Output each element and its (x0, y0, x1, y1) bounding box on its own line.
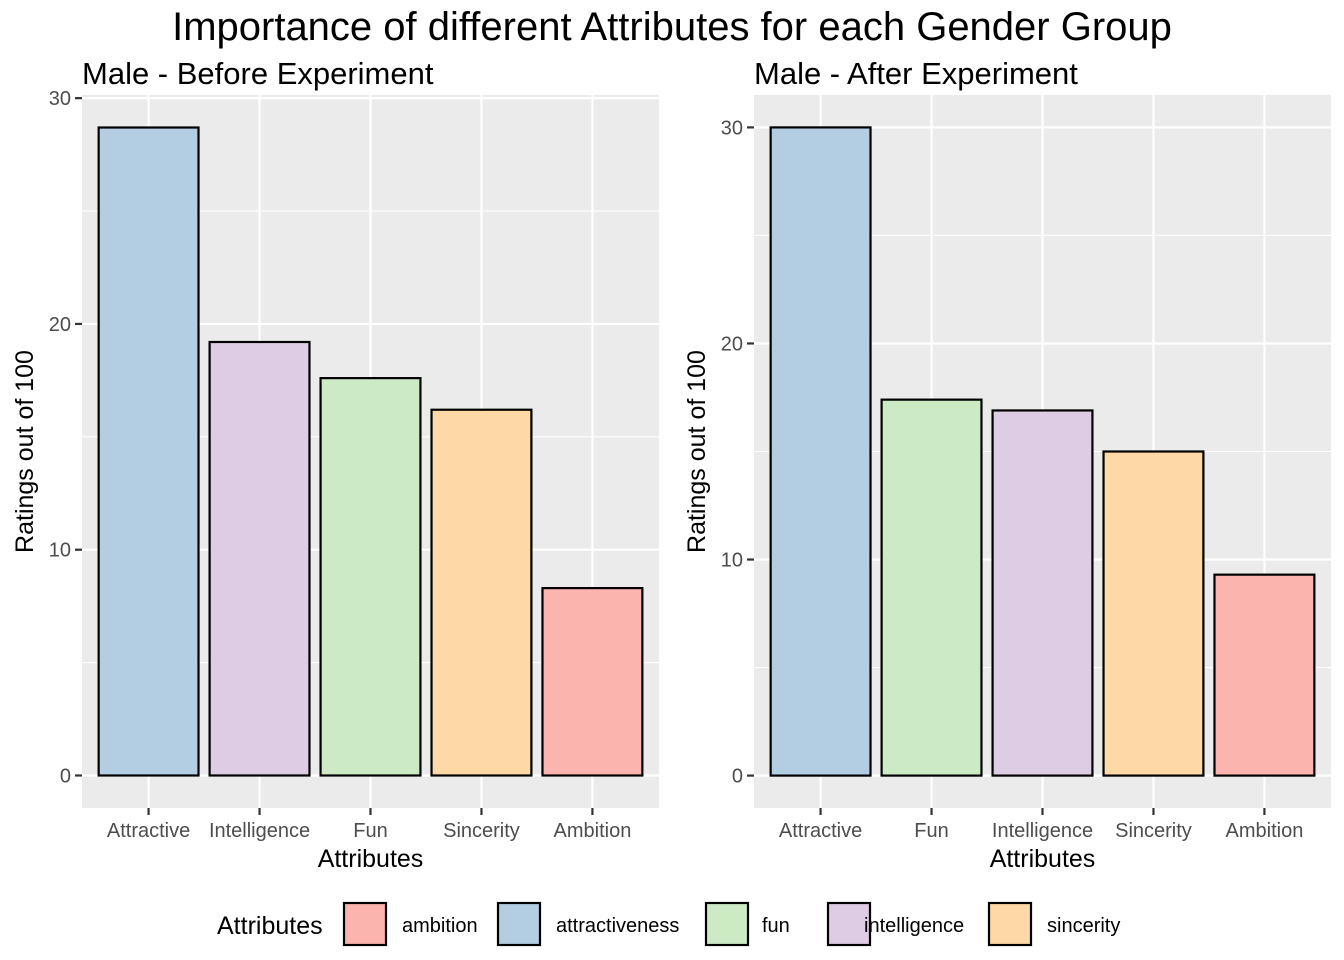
legend-label-sincerity: sincerity (1047, 915, 1120, 937)
x-tick-label: Ambition (1226, 820, 1304, 842)
bar-ambition (1213, 573, 1316, 777)
panel-title-before: Male - Before Experiment (82, 56, 434, 91)
y-axis-title: Ratings out of 100 (683, 350, 711, 553)
x-tick-label: Sincerity (443, 820, 520, 842)
legend-key-attractiveness (496, 901, 542, 947)
y-tick-label: 30 (49, 88, 71, 110)
legend-key-fun (704, 901, 750, 947)
legend-label-attractiveness: attractiveness (556, 915, 679, 937)
x-tick-label: Ambition (554, 820, 632, 842)
y-tick-label: 30 (721, 117, 743, 139)
x-tick-label: Attractive (779, 820, 862, 842)
bar-attractive (769, 126, 872, 777)
main-title: Importance of different Attributes for e… (172, 5, 1172, 49)
y-tick-label: 0 (732, 766, 743, 788)
bar-sincerity (430, 408, 533, 777)
x-axis-title: Attributes (990, 845, 1096, 873)
y-tick-label: 0 (60, 765, 71, 787)
x-tick-label: Attractive (107, 820, 190, 842)
chart-panel-before: Male - Before Experiment 0 10 20 30 Attractiv… (11, 56, 659, 873)
x-axis-title: Attributes (318, 845, 424, 873)
legend-key-ambition (342, 901, 388, 947)
x-tick-label: Fun (353, 820, 387, 842)
bar-sincerity (1102, 450, 1205, 777)
y-tick-label: 20 (49, 314, 71, 336)
legend-label-intelligence: intelligence (864, 915, 964, 937)
bar-intelligence (991, 409, 1094, 777)
legend: Attributes ambition attractiveness fun inte… (217, 901, 1120, 947)
bar-fun (319, 377, 422, 777)
y-axis-title: Ratings out of 100 (11, 350, 39, 553)
legend-label-ambition: ambition (402, 915, 478, 937)
y-tick-label: 10 (49, 540, 71, 562)
y-tick-label: 10 (721, 550, 743, 572)
bar-attractive (97, 126, 200, 777)
bar-fun (880, 398, 983, 777)
x-tick-label: Intelligence (992, 820, 1093, 842)
panel-title-after: Male - After Experiment (754, 56, 1078, 91)
x-tick-label: Intelligence (209, 820, 310, 842)
chart-panel-after: Male - After Experiment 0 10 20 30 Attractive… (683, 56, 1331, 873)
legend-key-sincerity (987, 901, 1033, 947)
y-tick-label: 20 (721, 333, 743, 355)
bar-intelligence (208, 340, 311, 777)
legend-key-intelligence (826, 901, 872, 947)
legend-label-fun: fun (762, 915, 790, 937)
x-tick-label: Sincerity (1115, 820, 1192, 842)
legend-title: Attributes (217, 912, 323, 940)
x-tick-label: Fun (914, 820, 948, 842)
bar-ambition (541, 586, 644, 777)
